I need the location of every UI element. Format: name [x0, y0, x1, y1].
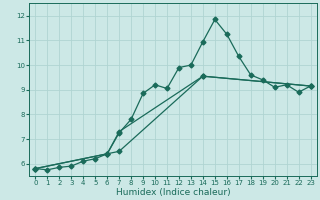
X-axis label: Humidex (Indice chaleur): Humidex (Indice chaleur) [116, 188, 230, 197]
